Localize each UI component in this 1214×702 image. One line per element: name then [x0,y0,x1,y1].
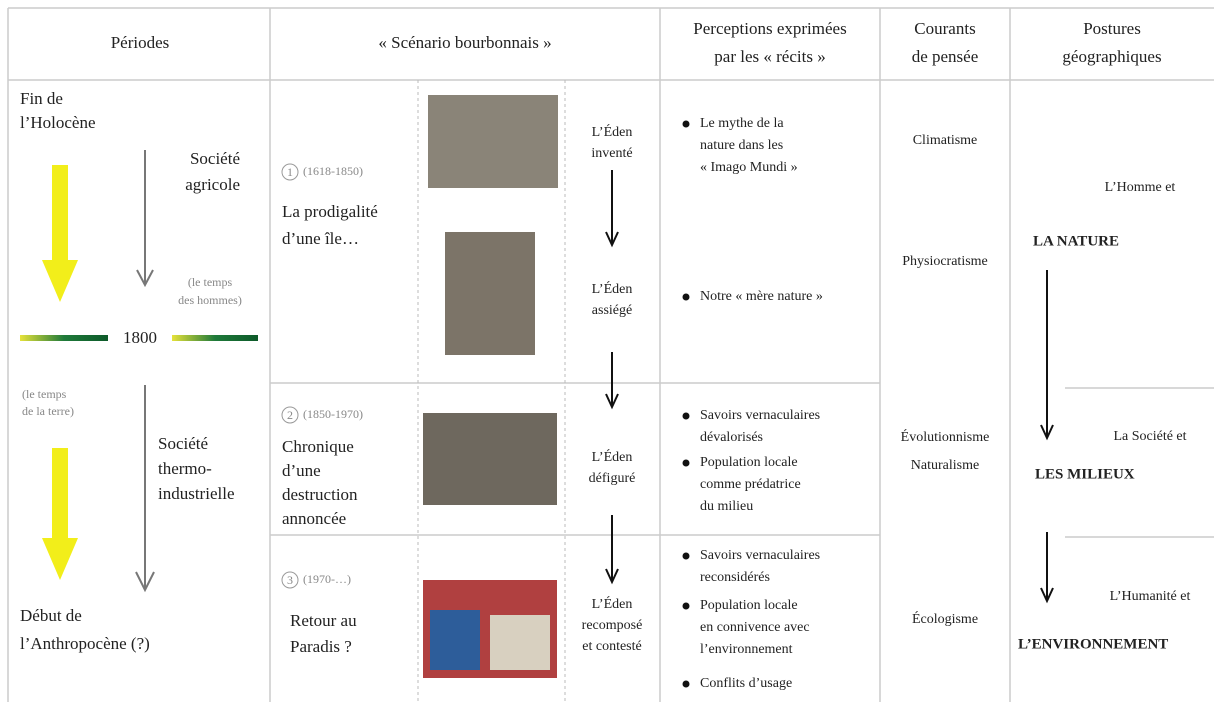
perception: Notre « mère nature » [700,289,823,304]
bullet [682,680,690,688]
bullet [682,459,690,467]
eden-stage: L’Éden [592,448,633,465]
society: thermo- [158,459,212,478]
perception: comme prédatrice [700,477,801,492]
eden-stage: recomposé [582,618,643,633]
scenario-title: Retour au [290,611,357,630]
scenario-number: 2 [287,408,293,422]
perception: reconsidérés [700,570,770,585]
perception: Population locale [700,598,798,613]
eden-stage: inventé [591,146,632,161]
scenario-title: destruction [282,485,358,504]
scenario-number: 3 [287,573,293,587]
column-header: de pensée [912,47,979,66]
scenario-title: Paradis ? [290,637,352,656]
perception: du milieu [700,499,753,514]
perception: Savoirs vernaculaires [700,548,820,563]
scenario-dates: (1970-…) [303,572,351,586]
perception: Savoirs vernaculaires [700,408,820,423]
perception: Population locale [700,455,798,470]
perception: nature dans les [700,138,783,153]
year: 1800 [123,328,157,347]
bullet [682,552,690,560]
column-header: Postures [1083,19,1141,38]
column-header: Courants [914,19,975,38]
scenario-title: annoncée [282,509,346,528]
scenario-title: d’une [282,461,321,480]
society: agricole [185,175,240,194]
posture-intro: L’Homme et [1105,180,1176,195]
grid [7,7,1214,702]
scenario-title: Chronique [282,437,354,456]
current-of-thought: Climatisme [913,133,978,148]
column-header: « Scénario bourbonnais » [378,33,551,52]
eden-stage: assiégé [592,303,632,318]
posture-intro: L’Humanité et [1110,589,1191,604]
time-note: de la terre) [22,404,74,418]
perception: Le mythe de la [700,116,784,131]
column-header: géographiques [1062,47,1161,66]
bullet [682,412,690,420]
column-header: Périodes [111,33,170,52]
scenario-title: d’une île… [282,229,359,248]
scenario-dates: (1850-1970) [303,407,363,421]
perception: Conflits d’usage [700,676,792,691]
posture-key: LES MILIEUX [1035,466,1135,482]
society: industrielle [158,484,234,503]
perception: « Imago Mundi » [700,160,798,175]
current-of-thought: Physiocratisme [902,254,988,269]
posture-intro: La Société et [1113,429,1186,444]
period-end: Début de [20,606,82,625]
eden-stage: L’Éden [592,595,633,612]
perception: dévalorisés [700,430,763,445]
society: Société [158,434,208,453]
posture-key: LA NATURE [1033,233,1119,249]
scenario-number: 1 [287,165,293,179]
column-header: Perceptions exprimées [693,19,846,38]
eden-stage: L’Éden [592,280,633,297]
current-of-thought: Naturalisme [911,458,979,473]
eden-stage: défiguré [589,471,636,486]
period-start: Fin de [20,89,63,108]
scenario-title: La prodigalité [282,202,378,221]
arrows [20,150,1054,604]
perception: l’environnement [700,642,793,657]
scenario-dates: (1618-1850) [303,164,363,178]
bullet [682,602,690,610]
period-start: l’Holocène [20,113,96,132]
time-note: (le temps [22,387,67,401]
time-note: des hommes) [178,293,242,307]
time-note: (le temps [188,275,233,289]
current-of-thought: Évolutionnisme [901,428,990,445]
society: Société [190,149,240,168]
posture-key: L’ENVIRONNEMENT [1018,636,1168,652]
eden-stage: L’Éden [592,123,633,140]
column-header: par les « récits » [714,47,825,66]
bullet [682,293,690,301]
illustrations [423,95,558,678]
eden-stage: et contesté [582,639,641,654]
period-end: l’Anthropocène (?) [20,634,150,653]
perception: en connivence avec [700,620,810,635]
bullet [682,120,690,128]
current-of-thought: Écologisme [912,610,978,627]
